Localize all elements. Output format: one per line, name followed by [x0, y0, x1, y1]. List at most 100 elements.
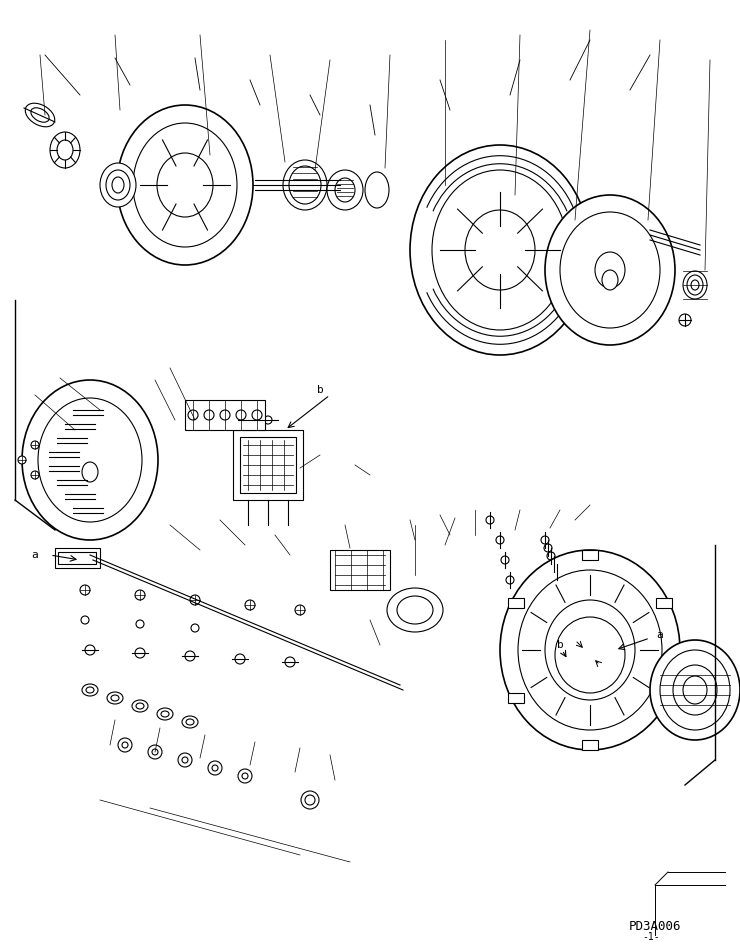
- Circle shape: [85, 645, 95, 655]
- Ellipse shape: [687, 275, 703, 295]
- Circle shape: [235, 654, 245, 664]
- Ellipse shape: [335, 178, 355, 202]
- Ellipse shape: [560, 212, 660, 328]
- Circle shape: [135, 590, 145, 600]
- Ellipse shape: [157, 708, 173, 720]
- Ellipse shape: [50, 132, 80, 168]
- Ellipse shape: [31, 108, 49, 122]
- Circle shape: [541, 536, 549, 544]
- Circle shape: [80, 585, 90, 595]
- Ellipse shape: [38, 398, 142, 522]
- Bar: [233, 430, 303, 500]
- Circle shape: [204, 410, 214, 420]
- Circle shape: [252, 410, 262, 420]
- Circle shape: [31, 441, 39, 449]
- Ellipse shape: [683, 676, 707, 704]
- Circle shape: [234, 416, 242, 424]
- Bar: [508, 598, 525, 607]
- Ellipse shape: [327, 170, 363, 210]
- Text: b: b: [317, 385, 323, 395]
- Circle shape: [679, 314, 691, 326]
- Ellipse shape: [22, 380, 158, 540]
- Ellipse shape: [545, 600, 635, 700]
- Ellipse shape: [650, 640, 740, 740]
- Circle shape: [208, 761, 222, 775]
- Ellipse shape: [82, 462, 98, 482]
- Circle shape: [152, 749, 158, 755]
- Text: PD3A006: PD3A006: [628, 920, 681, 933]
- Circle shape: [236, 410, 246, 420]
- Circle shape: [190, 595, 200, 605]
- Circle shape: [81, 616, 89, 624]
- Bar: [582, 550, 598, 560]
- Circle shape: [191, 624, 199, 632]
- Ellipse shape: [283, 160, 327, 210]
- Bar: [185, 400, 265, 430]
- Circle shape: [122, 742, 128, 748]
- Ellipse shape: [683, 271, 707, 299]
- Ellipse shape: [25, 103, 55, 127]
- Ellipse shape: [397, 596, 433, 624]
- Ellipse shape: [500, 550, 680, 750]
- Circle shape: [212, 765, 218, 771]
- Ellipse shape: [57, 140, 73, 160]
- Circle shape: [547, 552, 555, 560]
- Ellipse shape: [111, 695, 119, 701]
- Text: -1-: -1-: [642, 932, 660, 942]
- Ellipse shape: [117, 105, 253, 265]
- Ellipse shape: [410, 145, 590, 355]
- Bar: [656, 598, 672, 607]
- Bar: [240, 437, 296, 493]
- Circle shape: [544, 544, 552, 552]
- Bar: [656, 692, 672, 703]
- Circle shape: [249, 416, 257, 424]
- Circle shape: [486, 516, 494, 524]
- Ellipse shape: [157, 153, 213, 217]
- Ellipse shape: [86, 687, 94, 693]
- Circle shape: [220, 410, 230, 420]
- Bar: [330, 550, 390, 590]
- Circle shape: [305, 795, 315, 805]
- Ellipse shape: [132, 700, 148, 712]
- Bar: [582, 740, 598, 750]
- Circle shape: [550, 560, 558, 568]
- Circle shape: [242, 773, 248, 779]
- Ellipse shape: [602, 270, 618, 290]
- Circle shape: [264, 416, 272, 424]
- Circle shape: [31, 471, 39, 479]
- Ellipse shape: [182, 716, 198, 728]
- Ellipse shape: [545, 195, 675, 345]
- Ellipse shape: [432, 170, 568, 330]
- Ellipse shape: [161, 711, 169, 717]
- Circle shape: [178, 753, 192, 767]
- Circle shape: [118, 738, 132, 752]
- Text: b: b: [556, 640, 563, 650]
- Circle shape: [182, 757, 188, 763]
- Ellipse shape: [555, 617, 625, 693]
- Circle shape: [301, 791, 319, 809]
- Circle shape: [136, 620, 144, 628]
- Ellipse shape: [673, 665, 717, 715]
- Ellipse shape: [133, 123, 237, 247]
- Circle shape: [506, 576, 514, 584]
- Circle shape: [285, 657, 295, 667]
- Ellipse shape: [387, 588, 443, 632]
- Circle shape: [245, 600, 255, 610]
- Ellipse shape: [82, 684, 98, 696]
- Bar: [508, 692, 525, 703]
- Text: a: a: [656, 630, 663, 640]
- Ellipse shape: [107, 692, 123, 704]
- Circle shape: [135, 648, 145, 658]
- Ellipse shape: [136, 703, 144, 709]
- Circle shape: [18, 456, 26, 464]
- Circle shape: [496, 536, 504, 544]
- Text: a: a: [32, 550, 38, 560]
- Circle shape: [188, 410, 198, 420]
- Circle shape: [148, 745, 162, 759]
- Ellipse shape: [106, 170, 130, 200]
- Ellipse shape: [365, 172, 389, 208]
- Ellipse shape: [289, 166, 321, 204]
- Circle shape: [295, 605, 305, 615]
- Ellipse shape: [660, 650, 730, 730]
- Ellipse shape: [691, 280, 699, 290]
